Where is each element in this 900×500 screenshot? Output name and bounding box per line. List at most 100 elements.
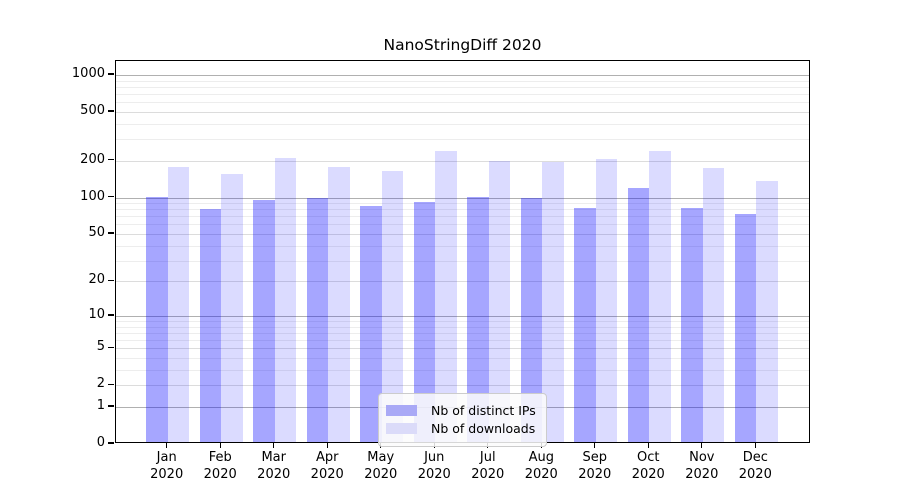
y-tick-mark — [108, 232, 114, 234]
bar-downloads-nov — [702, 168, 725, 442]
y-tick-label: 100 — [80, 188, 105, 204]
x-tick-mark — [754, 443, 756, 448]
y-tick-label: 5 — [96, 339, 105, 355]
legend-label-distinct-ips: Nb of distinct IPs — [431, 403, 536, 418]
x-tick-label-feb: Feb 2020 — [203, 450, 237, 482]
bar-distinct-ips-dec — [734, 214, 757, 442]
bar-distinct-ips-may — [360, 206, 382, 442]
y-tick-mark — [108, 314, 114, 316]
bar-downloads-may — [381, 171, 404, 442]
gridline-minor — [116, 139, 809, 141]
gridline-5 — [116, 348, 809, 350]
y-tick-mark — [108, 279, 114, 282]
x-tick-mark — [273, 443, 275, 448]
y-tick-label: 500 — [80, 102, 105, 118]
bar-distinct-ips-jan — [146, 196, 168, 442]
plot-area — [115, 60, 810, 443]
y-tick-mark — [108, 110, 114, 112]
bar-distinct-ips-jun — [413, 202, 436, 442]
gridline-500 — [116, 111, 809, 113]
y-tick-mark — [108, 73, 114, 75]
x-tick-label-sep: Sep 2020 — [578, 450, 612, 482]
legend: Nb of distinct IPs Nb of downloads — [378, 393, 547, 447]
gridline-minor — [116, 123, 809, 125]
gridline-minor — [116, 102, 809, 104]
x-tick-label-mar: Mar 2020 — [257, 450, 291, 482]
bar-distinct-ips-apr — [306, 198, 329, 442]
bar-downloads-apr — [328, 166, 350, 442]
x-tick-mark — [166, 443, 168, 448]
y-tick-mark — [108, 195, 114, 198]
bar-distinct-ips-sep — [574, 207, 596, 442]
x-tick-label-jul: Jul 2020 — [471, 450, 505, 482]
gridline-minor — [116, 369, 809, 371]
x-tick-label-apr: Apr 2020 — [310, 450, 344, 482]
bar-distinct-ips-jul — [467, 196, 489, 442]
bar-distinct-ips-nov — [681, 207, 703, 442]
bar-downloads-jul — [488, 160, 511, 442]
x-tick-label-nov: Nov 2020 — [685, 450, 719, 482]
x-tick-label-may: May 2020 — [364, 450, 398, 482]
bar-downloads-sep — [595, 159, 618, 442]
gridline-minor — [116, 358, 809, 360]
legend-item-distinct-ips: Nb of distinct IPs — [386, 403, 536, 418]
x-tick-label-jun: Jun 2020 — [417, 450, 451, 482]
y-tick-label: 50 — [88, 224, 105, 240]
bar-downloads-dec — [756, 181, 778, 442]
y-tick-mark — [108, 405, 114, 407]
y-tick-label: 1000 — [71, 66, 105, 81]
x-tick-mark — [701, 443, 703, 448]
y-tick-label: 2 — [96, 376, 105, 392]
legend-swatch-downloads — [386, 423, 417, 434]
y-tick-label: 20 — [88, 272, 105, 288]
x-tick-mark — [647, 443, 649, 448]
bar-downloads-mar — [274, 157, 297, 442]
x-tick-mark — [594, 443, 596, 448]
bar-downloads-oct — [649, 151, 671, 442]
bar-downloads-jan — [167, 166, 190, 442]
gridline-20 — [116, 281, 809, 283]
y-tick-label: 1 — [96, 397, 105, 413]
gridline-minor — [116, 216, 809, 218]
gridline-1000 — [116, 75, 809, 76]
bar-downloads-feb — [221, 174, 243, 442]
legend-swatch-distinct-ips — [386, 405, 417, 416]
legend-label-downloads: Nb of downloads — [431, 421, 536, 436]
gridline-100 — [116, 197, 809, 199]
x-tick-label-oct: Oct 2020 — [631, 450, 665, 482]
y-tick-mark — [108, 442, 114, 444]
bar-distinct-ips-aug — [520, 198, 543, 442]
bar-distinct-ips-mar — [253, 199, 275, 442]
gridline-200 — [116, 160, 809, 162]
x-tick-label-jan: Jan 2020 — [150, 450, 184, 482]
gridline-minor — [116, 209, 809, 211]
gridline-minor — [116, 326, 809, 328]
gridline-minor — [116, 80, 809, 82]
gridline-minor — [116, 340, 809, 342]
legend-item-downloads: Nb of downloads — [386, 421, 536, 436]
y-tick-mark — [108, 159, 114, 161]
x-tick-label-dec: Dec 2020 — [738, 450, 772, 482]
bar-downloads-aug — [542, 162, 564, 442]
gridline-minor — [116, 321, 809, 323]
gridline-minor — [116, 224, 809, 226]
y-tick-label: 0 — [96, 435, 105, 450]
y-tick-label: 200 — [80, 151, 105, 167]
y-tick-mark — [108, 383, 114, 385]
gridline-minor — [116, 260, 809, 262]
x-tick-mark — [219, 443, 221, 448]
gridline-minor — [116, 86, 809, 88]
x-tick-mark — [326, 443, 328, 448]
bar-downloads-jun — [435, 151, 457, 442]
y-tick-mark — [108, 346, 114, 348]
gridline-minor — [116, 203, 809, 205]
gridline-10 — [116, 315, 809, 317]
gridline-2 — [116, 385, 809, 387]
bar-distinct-ips-oct — [627, 188, 650, 442]
chart-title: NanoStringDiff 2020 — [383, 36, 542, 54]
y-tick-label: 10 — [88, 306, 105, 322]
gridline-minor — [116, 245, 809, 247]
bar-distinct-ips-feb — [199, 209, 222, 442]
gridline-minor — [116, 94, 809, 96]
